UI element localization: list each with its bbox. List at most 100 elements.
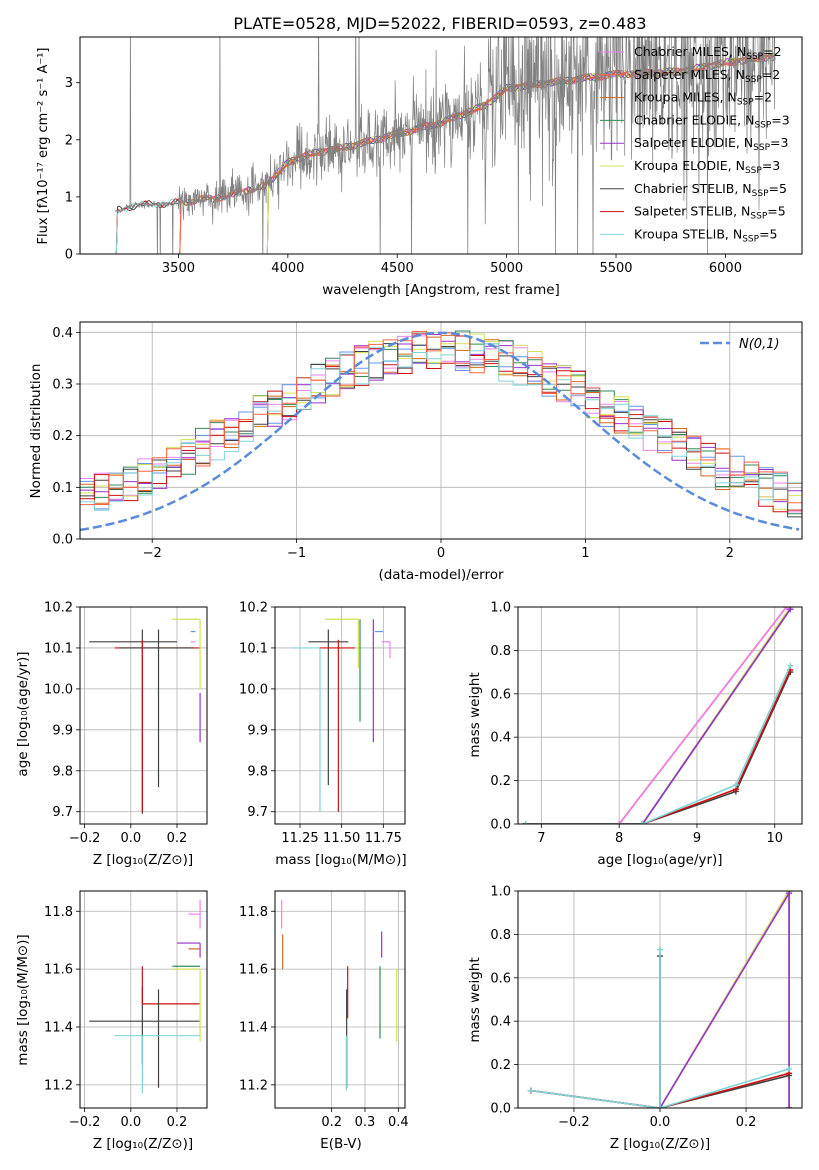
histogram-series <box>80 343 802 511</box>
y-tick-label: 0.0 <box>52 533 73 548</box>
mass-weight-marker <box>527 1087 534 1094</box>
mass-weight-line <box>525 669 792 824</box>
plot-area-mass_vs_ebv <box>281 899 398 1091</box>
x-tick-label: −0.2 <box>558 1115 590 1130</box>
errorbar-point <box>172 618 201 689</box>
y-tick-label: 10.1 <box>44 641 73 656</box>
normal-curve <box>80 331 800 532</box>
legend-label: Chabrier ELODIE, NSSP=3 <box>634 112 790 130</box>
y-axis-label: Flux [fλ10⁻¹⁷ erg cm⁻² s⁻¹ A⁻¹] <box>36 48 51 245</box>
y-tick-label: 0.8 <box>490 644 511 659</box>
y-tick-label: 10.0 <box>239 682 268 697</box>
legend-label: Kroupa STELIB, NSSP=5 <box>634 226 778 244</box>
y-tick-label: 0.2 <box>52 429 73 444</box>
errorbar-point <box>318 639 355 812</box>
legend-label: N(0,1) <box>739 337 780 352</box>
x-tick-label: 3500 <box>162 261 195 276</box>
axes-border <box>517 606 803 825</box>
x-tick-label: −0.2 <box>69 831 101 846</box>
errorbar-point <box>89 986 201 1065</box>
x-axis-label: age [log₁₀(age/yr)] <box>597 852 722 868</box>
x-tick-label: 0.0 <box>650 1115 671 1130</box>
mass-weight-marker <box>639 821 646 824</box>
y-tick-label: 0.0 <box>490 1102 511 1117</box>
y-tick-label: 11.4 <box>44 1020 73 1035</box>
y-tick-label: 10.0 <box>44 682 73 697</box>
panel-age_vs_Z: −0.2 0.0 0.2 9.7 9.8 9.9 10.0 10.1 10.2 Z [log₁₀(… <box>15 601 208 868</box>
figure-title: PLATE=0528, MJD=52022, FIBERID=0593, z=0… <box>233 14 646 33</box>
errorbar-point <box>172 968 201 1042</box>
x-tick-label: 0.3 <box>355 1115 376 1130</box>
histogram-series <box>80 330 802 506</box>
y-tick-label: 1.0 <box>490 601 511 616</box>
x-axis-label: mass [log₁₀(M/M⊙)] <box>275 852 406 868</box>
x-tick-label: 5000 <box>490 261 523 276</box>
x-tick-label: 11.25 <box>281 831 318 846</box>
y-tick-label: 1 <box>65 190 73 205</box>
x-tick-label: −2 <box>143 546 162 561</box>
mass-weight-marker <box>657 1105 663 1108</box>
y-axis-label: age [log₁₀(age/yr)] <box>15 651 31 776</box>
errorbar-point <box>114 1035 201 1094</box>
axes-frame-mass_weight_vs_Z: −0.2 0.0 0.2 0.0 0.2 0.4 0.6 0.8 1.0 <box>490 885 803 1130</box>
axes-frame-residuals: −2 −1 0 1 2 0.0 0.1 0.2 0.3 0.4 <box>52 321 803 561</box>
x-tick-label: 8 <box>615 831 623 846</box>
x-tick-label: 0.2 <box>736 1115 757 1130</box>
errorbar-point <box>89 629 177 814</box>
mass-weight-marker <box>783 607 790 610</box>
mass-weight-marker <box>732 781 739 788</box>
mass-weight-marker <box>657 946 663 953</box>
y-tick-label: 0.3 <box>52 378 73 393</box>
panel-mass_vs_Z: −0.2 0.0 0.2 11.2 11.4 11.6 11.8 Z [log₁₀(Z/Z⊙)… <box>15 890 208 1152</box>
legend-label: Chabrier MILES, NSSP=2 <box>634 44 782 62</box>
x-tick-label: −1 <box>287 546 306 561</box>
axes-border <box>79 606 208 825</box>
y-tick-label: 9.9 <box>247 723 268 738</box>
errorbar-point <box>308 629 349 786</box>
x-tick-label: 11.50 <box>323 831 360 846</box>
y-axis-label: mass [log₁₀(M/M⊙)] <box>15 934 31 1065</box>
x-tick-label: 0.4 <box>388 1115 409 1130</box>
panel-spectrum: 3500 4000 4500 5000 5500 6000 0 1 2 3 Chabrier MIL… <box>36 36 803 298</box>
axes-frame-age_vs_mass: 11.25 11.50 11.75 9.7 9.8 9.9 10.0 10.1 10.2 <box>239 601 406 846</box>
x-axis-label: wavelength [Angstrom, rest frame] <box>322 282 560 298</box>
y-tick-label: 11.8 <box>44 905 73 920</box>
x-tick-label: 11.75 <box>365 831 402 846</box>
x-axis-label: Z [log₁₀(Z/Z⊙)] <box>93 1136 193 1152</box>
panel-mass_vs_ebv: 0.2 0.3 0.4 11.2 11.4 11.6 11.8 E(B-V) <box>239 890 409 1152</box>
mass-weight-line <box>525 608 791 824</box>
axes-border <box>274 606 406 825</box>
histogram-series <box>80 333 802 510</box>
axes-frame-mass_weight_vs_age: 7 8 9 10 0.0 0.2 0.4 0.6 0.8 1.0 <box>490 601 803 846</box>
y-axis-label: Normed distribution <box>28 364 44 499</box>
x-tick-label: 5500 <box>599 261 632 276</box>
y-tick-label: 0.4 <box>52 326 73 341</box>
x-axis-label: Z [log₁₀(Z/Z⊙)] <box>610 1136 710 1152</box>
y-tick-label: 9.7 <box>52 805 73 820</box>
y-tick-label: 0.4 <box>490 731 511 746</box>
y-tick-label: 0.2 <box>490 1058 511 1073</box>
mass-weight-line <box>525 665 792 824</box>
x-axis-label: Z [log₁₀(Z/Z⊙)] <box>93 852 193 868</box>
mass-weight-marker <box>522 821 529 824</box>
errorbar-point <box>176 942 201 958</box>
x-tick-label: 0.2 <box>167 1115 188 1130</box>
y-tick-label: 11.8 <box>239 905 268 920</box>
x-tick-label: 0 <box>437 546 445 561</box>
axes-frame-age_vs_Z: −0.2 0.0 0.2 9.7 9.8 9.9 10.0 10.1 10.2 <box>44 601 208 846</box>
x-tick-label: 4000 <box>271 261 304 276</box>
mass-weight-marker <box>786 1065 793 1072</box>
errorbar-point <box>291 647 321 812</box>
y-tick-label: 10.2 <box>239 601 268 616</box>
mass-weight-line <box>525 671 792 824</box>
errorbar-point <box>119 629 194 788</box>
y-tick-label: 11.2 <box>44 1078 73 1093</box>
y-tick-label: 11.6 <box>44 963 73 978</box>
y-tick-label: 0.0 <box>490 818 511 833</box>
y-tick-label: 0.6 <box>490 687 511 702</box>
axes-frame-spectrum: 3500 4000 4500 5000 5500 6000 0 1 2 3 <box>65 36 803 276</box>
y-tick-label: 1.0 <box>490 885 511 900</box>
y-tick-label: 9.9 <box>52 723 73 738</box>
y-tick-label: 2 <box>65 133 73 148</box>
y-tick-label: 0.1 <box>52 481 73 496</box>
